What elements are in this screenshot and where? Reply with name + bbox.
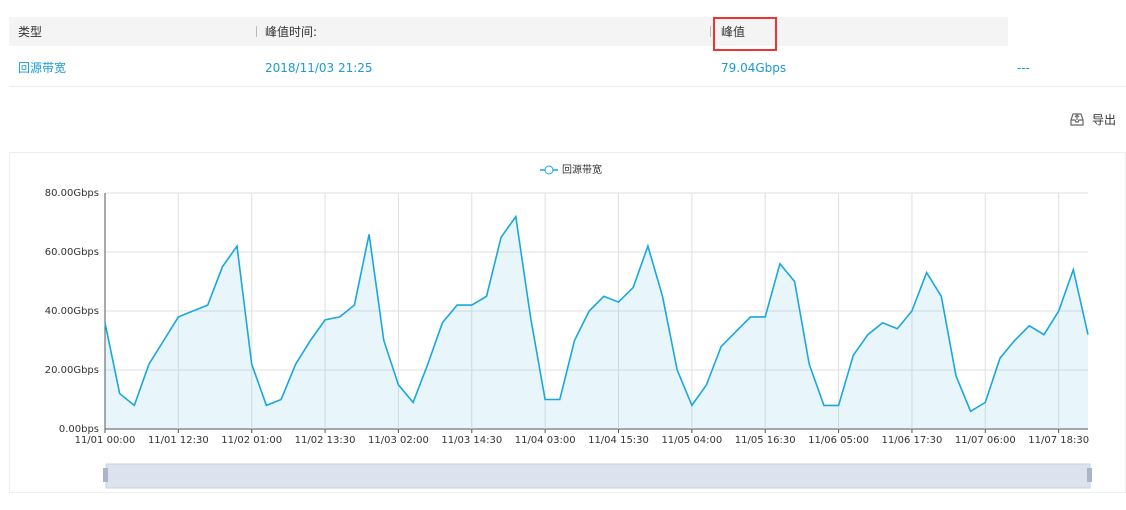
y-tick-label: 20.00Gbps [45, 365, 99, 376]
header-cell: 峰值时间: [265, 25, 318, 39]
line [104, 214, 1089, 413]
x-tick-label: 11/07 06:00 [955, 435, 1016, 446]
table-header [9, 17, 1008, 46]
export-button[interactable]: 导出 [1092, 113, 1117, 127]
table-cell: 回源带宽 [18, 61, 67, 75]
separator [710, 26, 711, 37]
x-tick-label: 11/04 15:30 [588, 435, 649, 446]
header-cell: 峰值 [721, 25, 746, 39]
row-divider [9, 86, 1126, 87]
x-tick-label: 11/05 04:00 [661, 435, 722, 446]
x-tick-label: 11/02 13:30 [295, 435, 356, 446]
x-tick-label: 11/06 05:00 [808, 435, 869, 446]
x-tick-label: 11/02 01:00 [221, 435, 282, 446]
y-tick-label: 40.00Gbps [45, 306, 99, 317]
x-tick-label: 11/01 00:00 [75, 435, 136, 446]
zoom-slider[interactable] [105, 463, 1091, 489]
legend-marker [544, 165, 554, 175]
y-tick-label: 60.00Gbps [45, 247, 99, 258]
y-tick-label: 0.00bps [59, 424, 99, 435]
x-tick-label: 11/01 12:30 [148, 435, 209, 446]
x-tick-label: 11/05 16:30 [735, 435, 796, 446]
area [105, 216, 1088, 429]
highlight-box [713, 17, 777, 51]
legend-label: 回源带宽 [562, 163, 602, 176]
zoom-handle[interactable] [1087, 468, 1092, 482]
header-cell: 类型 [18, 25, 43, 39]
x-tick-label: 11/03 02:00 [368, 435, 429, 446]
table-cell: 2018/11/03 21:25 [265, 61, 373, 75]
separator [256, 26, 257, 37]
x-tick-label: 11/04 03:00 [515, 435, 576, 446]
zoom-handle[interactable] [103, 468, 108, 482]
x-tick-label: 11/07 18:30 [1028, 435, 1089, 446]
x-tick-label: 11/03 14:30 [441, 435, 502, 446]
x-tick-label: 11/06 17:30 [882, 435, 943, 446]
export-icon[interactable] [1068, 111, 1086, 127]
table-cell: 79.04Gbps [721, 61, 787, 75]
table-cell: --- [1017, 61, 1030, 75]
y-tick-label: 80.00Gbps [45, 188, 99, 199]
